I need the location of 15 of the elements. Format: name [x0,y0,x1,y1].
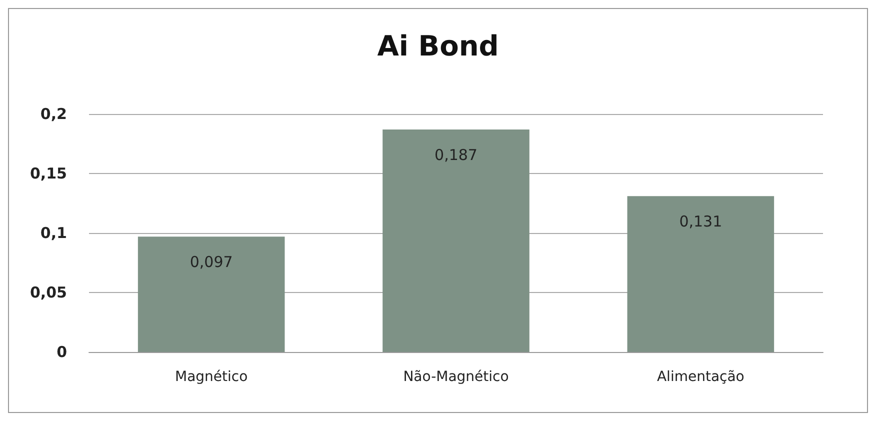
y-tick-label: 0,15 [30,164,67,182]
x-tick-label: Não-Magnético [403,369,509,385]
x-tick-label: Alimentação [656,369,744,385]
y-tick-label: 0,1 [40,224,67,242]
data-label: 0,097 [190,253,233,272]
bar [627,196,774,352]
y-tick-label: 0,05 [30,284,67,302]
y-tick-label: 0,2 [40,105,67,123]
data-label: 0,187 [434,146,478,164]
chart-title: Ai Bond [377,30,499,62]
data-label: 0,131 [679,212,722,231]
bar [138,236,285,352]
y-tick-label: 0 [56,343,67,361]
bar [382,129,530,352]
x-tick-label: Magnético [174,369,248,385]
